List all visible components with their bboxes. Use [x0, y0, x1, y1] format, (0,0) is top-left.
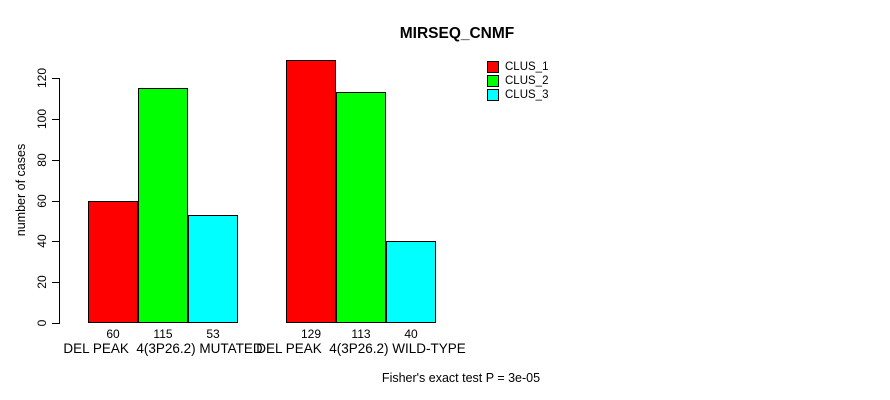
bar-value-label: 60: [106, 327, 120, 341]
bar-clus_3-group1: [188, 214, 238, 323]
bar-value-label: 113: [351, 327, 371, 341]
legend-item-clus_1: CLUS_1: [487, 60, 548, 74]
legend-label: CLUS_1: [505, 61, 549, 73]
bar-clus_1-group2: [286, 59, 336, 323]
y-axis-tick-label: 60: [35, 193, 49, 208]
bar-clus_1-group1: [88, 200, 138, 323]
y-axis-line: [59, 78, 60, 324]
bar-clus_3-group2: [386, 241, 436, 323]
y-axis-tick: [52, 241, 59, 243]
legend-swatch-icon: [487, 75, 499, 87]
bar-value-label: 129: [300, 327, 322, 341]
legend: CLUS_1 CLUS_2 CLUS_3: [487, 60, 548, 102]
y-axis-tick: [52, 159, 59, 161]
bar-clus_2-group1: [138, 88, 188, 323]
y-axis-title: number of cases: [14, 143, 28, 237]
legend-item-clus_3: CLUS_3: [487, 88, 548, 102]
bar-value-label: 40: [404, 327, 418, 341]
bar-value-label: 115: [153, 327, 173, 341]
legend-item-clus_2: CLUS_2: [487, 74, 548, 88]
x-category-label: DEL PEAK 4(3P26.2) MUTATED: [63, 341, 263, 356]
y-axis-tick-label: 40: [35, 234, 49, 249]
y-axis-tick-label: 120: [35, 67, 49, 89]
legend-swatch-icon: [487, 89, 499, 101]
y-axis-tick: [52, 323, 59, 324]
x-category-label: DEL PEAK 4(3P26.2) WILD-TYPE: [256, 341, 466, 356]
y-axis-tick: [52, 118, 59, 120]
chart-title: MIRSEQ_CNMF: [399, 25, 515, 42]
legend-label: CLUS_3: [505, 89, 549, 101]
bar-value-label: 53: [206, 327, 220, 341]
y-axis-tick-label: 100: [35, 108, 49, 129]
y-axis-tick-label: 20: [35, 275, 49, 289]
y-axis-tick: [52, 78, 59, 79]
stat-test-annotation: Fisher's exact test P = 3e-05: [381, 371, 541, 385]
bar-clus_2-group2: [336, 92, 386, 323]
y-axis-tick-label: 80: [35, 152, 49, 167]
y-axis-tick: [52, 282, 59, 284]
legend-swatch-icon: [487, 61, 499, 73]
legend-label: CLUS_2: [505, 75, 549, 87]
y-axis-tick-label: 0: [35, 319, 49, 327]
y-axis-tick: [52, 200, 59, 202]
